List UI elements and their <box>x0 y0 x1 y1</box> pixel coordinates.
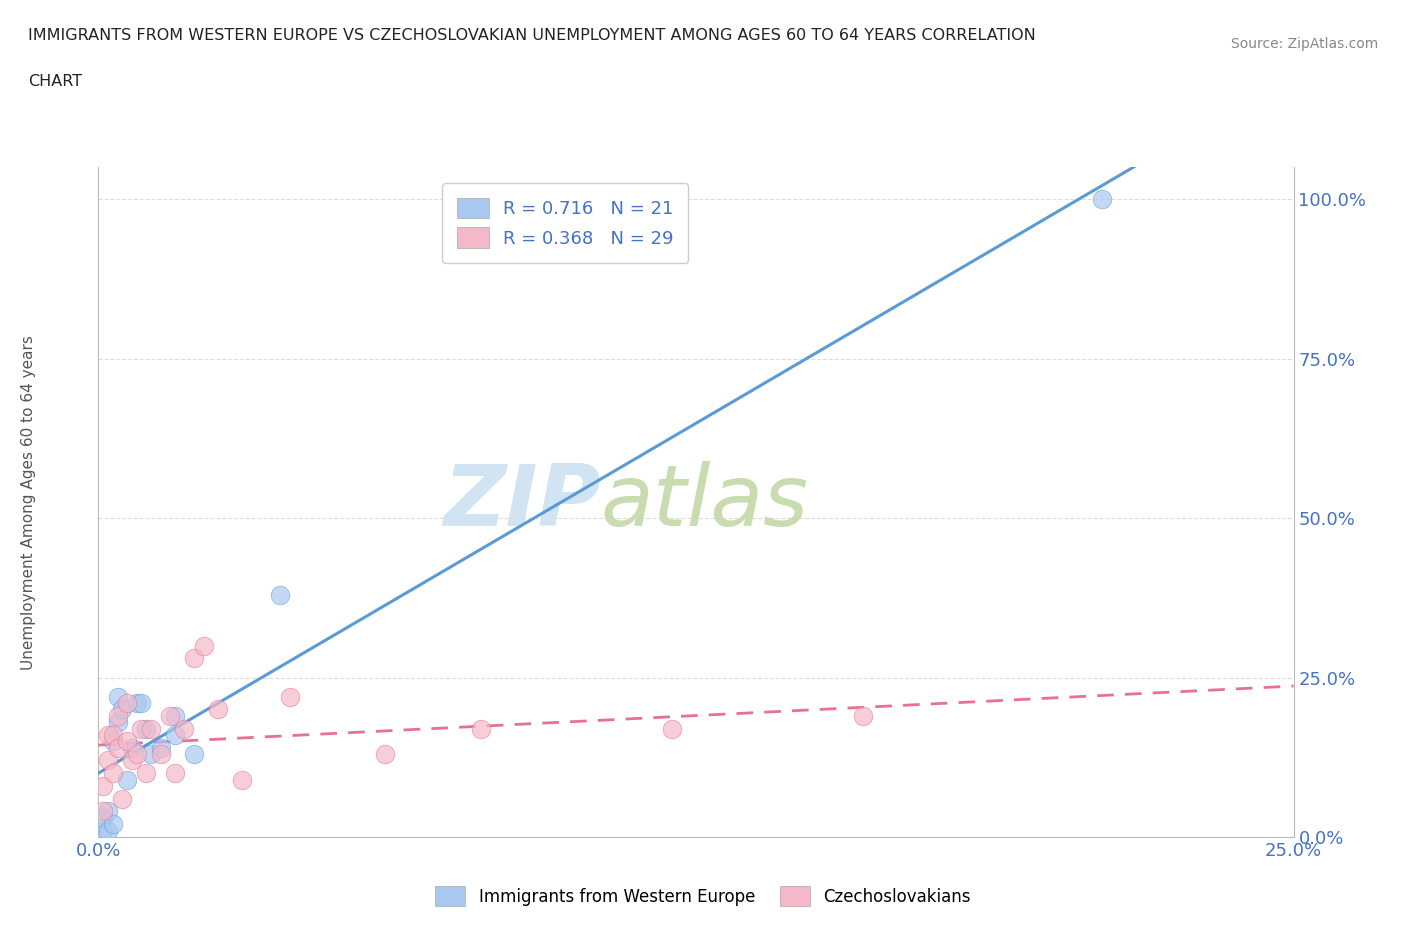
Point <box>91 778 114 793</box>
Point <box>101 817 124 831</box>
Point <box>163 709 186 724</box>
Text: IMMIGRANTS FROM WESTERN EUROPE VS CZECHOSLOVAKIAN UNEMPLOYMENT AMONG AGES 60 TO : IMMIGRANTS FROM WESTERN EUROPE VS CZECHO… <box>28 28 1036 43</box>
Legend: Immigrants from Western Europe, Czechoslovakians: Immigrants from Western Europe, Czechosl… <box>429 880 977 912</box>
Point <box>163 765 186 780</box>
Point <box>115 734 138 749</box>
Point <box>278 689 301 704</box>
Point <box>139 721 162 736</box>
Text: ZIP: ZIP <box>443 460 600 544</box>
Text: CHART: CHART <box>28 74 82 89</box>
Point <box>269 587 291 602</box>
Point <box>125 747 148 762</box>
Point <box>374 747 396 762</box>
Point <box>163 727 186 742</box>
Point <box>121 740 143 755</box>
Text: atlas: atlas <box>600 460 808 544</box>
Text: Source: ZipAtlas.com: Source: ZipAtlas.com <box>1230 37 1378 51</box>
Point <box>101 734 124 749</box>
Point <box>107 740 129 755</box>
Point <box>91 823 114 838</box>
Point <box>173 721 195 736</box>
Point <box>149 747 172 762</box>
Point <box>91 810 114 825</box>
Point <box>97 823 120 838</box>
Point <box>207 702 229 717</box>
Point <box>159 709 181 724</box>
Point <box>231 772 253 787</box>
Point <box>149 740 172 755</box>
Point <box>131 696 153 711</box>
Point <box>470 721 492 736</box>
Point <box>183 747 205 762</box>
Point <box>115 696 138 711</box>
Point <box>91 804 114 819</box>
Point <box>111 791 134 806</box>
Point <box>125 696 148 711</box>
Point <box>107 689 129 704</box>
Point <box>101 765 124 780</box>
Point <box>183 651 205 666</box>
Point <box>135 765 157 780</box>
Point <box>852 709 875 724</box>
Point <box>135 721 157 736</box>
Point <box>131 721 153 736</box>
Point <box>107 715 129 730</box>
Point <box>97 753 120 768</box>
Point <box>139 747 162 762</box>
Legend: R = 0.716   N = 21, R = 0.368   N = 29: R = 0.716 N = 21, R = 0.368 N = 29 <box>441 183 689 263</box>
Point <box>97 804 120 819</box>
Point <box>1091 192 1114 206</box>
Point <box>193 638 215 653</box>
Point <box>661 721 683 736</box>
Point <box>97 727 120 742</box>
Point <box>111 702 134 717</box>
Point <box>121 753 143 768</box>
Y-axis label: Unemployment Among Ages 60 to 64 years: Unemployment Among Ages 60 to 64 years <box>21 335 37 670</box>
Point <box>115 772 138 787</box>
Point <box>101 727 124 742</box>
Point <box>107 709 129 724</box>
